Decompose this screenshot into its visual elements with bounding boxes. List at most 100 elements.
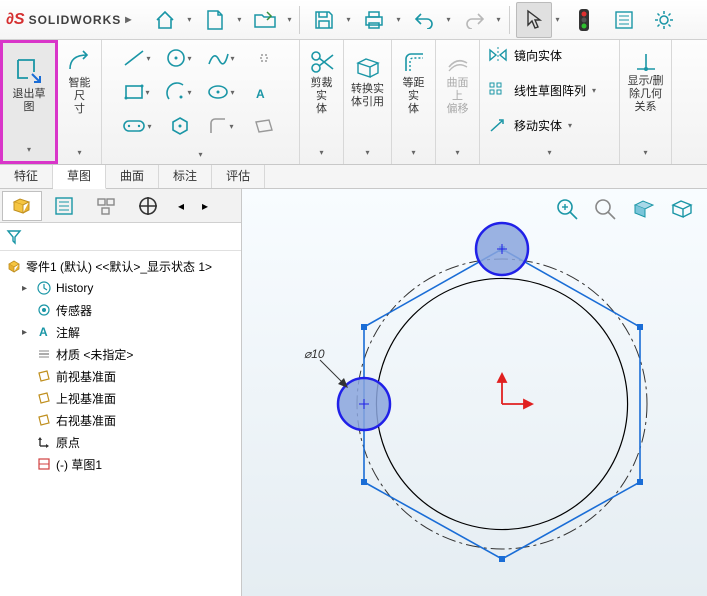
polygon-tool[interactable] [160,110,200,142]
sensor-icon [36,302,52,318]
ribbon: 退出草图 ▾ 智能尺寸 ▾ ▾ ▾ ▾ ▾ ▾ ▾ A ▾ ▾ ▾ 剪裁实体 ▾ [0,40,707,165]
plane-icon [36,368,52,384]
tree-filter[interactable] [0,223,241,251]
spline-tool[interactable]: ▾ [202,42,242,74]
mirror-button[interactable]: 镜向实体 [484,42,566,68]
fillet-tool[interactable]: ▾ [202,110,242,142]
dropdown-icon[interactable]: ▾ [344,15,352,24]
display-relations-label: 显示/删除几何关系 [627,75,663,114]
surface-offset-button[interactable]: 曲面上偏移 ▾ [436,40,480,164]
zoom-area-button[interactable] [591,195,621,225]
tree-node[interactable]: 前视基准面 [0,365,241,387]
tree-label: 上视基准面 [56,390,116,407]
origin-icon [36,434,52,450]
linear-pattern-button[interactable]: 线性草图阵列▾ [484,77,602,103]
dropdown-icon[interactable]: ▾ [62,148,97,162]
list-button[interactable] [606,2,642,38]
smart-dimension-button[interactable]: 智能尺寸 ▾ [58,40,102,164]
dropdown-icon[interactable]: ▾ [396,148,431,162]
dropdown-icon[interactable]: ▾ [444,15,452,24]
chevron-right-icon[interactable]: ▶ [123,15,133,24]
dropdown-icon[interactable]: ▾ [394,15,402,24]
dropdown-icon[interactable]: ▾ [285,15,293,24]
graphics-area[interactable]: ⌀10 [242,189,707,596]
tab-曲面[interactable]: 曲面 [106,165,159,188]
trim-label: 剪裁实体 [306,77,337,116]
tab-标注[interactable]: 标注 [159,165,212,188]
panel-nav-right[interactable]: ▸ [194,191,216,221]
offset-button[interactable]: 等距实体 ▾ [392,40,436,164]
display-relations-button[interactable]: 显示/删除几何关系 ▾ [620,40,672,164]
tree-node[interactable]: 上视基准面 [0,387,241,409]
dim-tab[interactable] [128,191,168,221]
ellipse-tool[interactable]: ▾ [202,76,242,108]
tree-node[interactable]: ▸History [0,277,241,299]
config-tab[interactable] [86,191,126,221]
settings-button[interactable] [646,2,682,38]
tree-node[interactable]: ▸A注解 [0,321,241,343]
exit-sketch-button[interactable]: 退出草图 ▾ [0,40,58,164]
zoom-to-fit-button[interactable] [553,195,583,225]
smart-dimension-label: 智能尺寸 [64,77,95,116]
dropdown-icon[interactable]: ▾ [484,148,615,162]
dropdown-icon[interactable]: ▾ [304,148,339,162]
plane-tool[interactable] [244,110,284,142]
tree-node[interactable]: (-) 草图1 [0,453,241,475]
save-button[interactable] [306,2,342,38]
sketch-icon [36,456,52,472]
tree-node[interactable]: 原点 [0,431,241,453]
tree-node[interactable]: 右视基准面 [0,409,241,431]
tab-特征[interactable]: 特征 [0,165,53,188]
tree-node[interactable]: 传感器 [0,299,241,321]
dropdown-icon[interactable]: ▾ [102,150,299,164]
expand-icon[interactable]: ▸ [22,283,32,294]
rectangle-tool[interactable]: ▾ [118,76,158,108]
home-button[interactable] [147,2,183,38]
dropdown-icon[interactable]: ▾ [7,145,51,159]
tree-node[interactable]: 材质 <未指定> [0,343,241,365]
trim-button[interactable]: 剪裁实体 ▾ [300,40,344,164]
section-view-button[interactable] [629,195,659,225]
plane-icon [36,412,52,428]
scissors-icon [309,49,335,75]
select-button[interactable] [516,2,552,38]
line-tool[interactable]: ▾ [118,42,158,74]
clock-icon [36,280,52,296]
undo-button[interactable] [406,2,442,38]
dropdown-icon[interactable]: ▾ [554,15,562,24]
app-logo: ∂S SOLIDWORKS ▶ [6,11,133,29]
tab-草图[interactable]: 草图 [53,165,106,189]
circle-tool[interactable]: ▾ [160,42,200,74]
arc-tool[interactable]: ▾ [160,76,200,108]
feature-tree-tab[interactable] [2,191,42,221]
slot-tool[interactable]: ▾ [118,110,158,142]
open-button[interactable] [247,2,283,38]
dropdown-icon[interactable]: ▾ [624,148,667,162]
expand-icon[interactable]: ▸ [22,327,32,338]
new-button[interactable] [197,2,233,38]
plane-icon [36,390,52,406]
perpendicular-icon [633,51,659,73]
tree-root[interactable]: 零件1 (默认) <<默认>_显示状态 1> [0,255,241,277]
dropdown-icon[interactable]: ▾ [495,15,503,24]
property-tab[interactable] [44,191,84,221]
dropdown-icon[interactable]: ▾ [440,148,475,162]
view-orientation-button[interactable] [667,195,697,225]
tree-label: (-) 草图1 [56,456,102,473]
print-button[interactable] [356,2,392,38]
svg-text:A: A [256,87,265,101]
tree-label: 前视基准面 [56,368,116,385]
traffic-light-icon[interactable] [566,2,602,38]
convert-button[interactable]: 转换实体引用 ▾ [344,40,392,164]
dropdown-icon[interactable]: ▾ [348,148,387,162]
mirror-label: 镜向实体 [514,47,562,64]
dropdown-icon[interactable]: ▾ [235,15,243,24]
point-tool[interactable] [244,42,284,74]
text-tool[interactable]: A [244,76,284,108]
ribbon-tabs: 特征草图曲面标注评估 [0,165,707,189]
tab-评估[interactable]: 评估 [212,165,265,188]
dropdown-icon[interactable]: ▾ [185,15,193,24]
panel-nav-left[interactable]: ◂ [170,191,192,221]
redo-button[interactable] [457,2,493,38]
move-button[interactable]: 移动实体▾ [484,113,578,139]
